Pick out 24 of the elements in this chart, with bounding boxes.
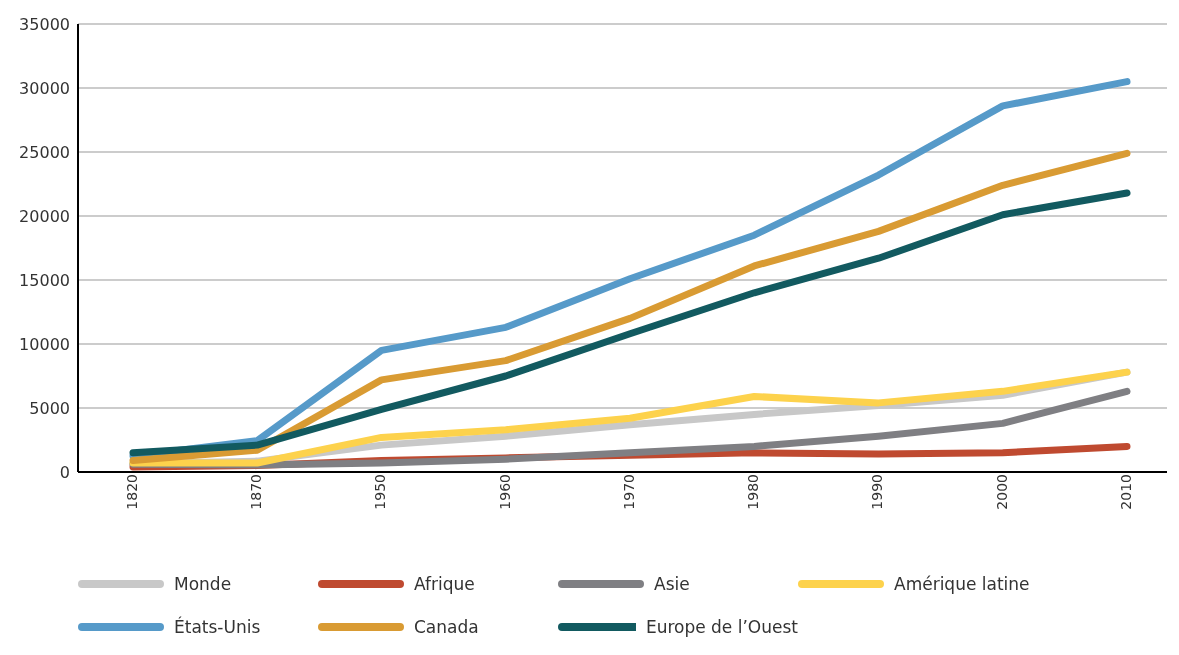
y-tick-label: 20000 [19, 206, 70, 226]
y-tick-label: 10000 [19, 334, 70, 354]
x-tick-label: 1990 [869, 474, 886, 510]
legend-label: États-Unis [174, 616, 261, 637]
legend-label: Asie [654, 573, 690, 594]
y-tick-label: 5000 [29, 398, 70, 418]
y-tick-label: 30000 [19, 78, 70, 98]
y-tick-label: 35000 [19, 14, 70, 34]
x-tick-label: 1970 [620, 474, 637, 510]
y-tick-label: 25000 [19, 142, 70, 162]
legend-label: Monde [174, 573, 232, 594]
x-tick-label: 2000 [993, 474, 1010, 510]
x-tick-label: 1950 [372, 474, 389, 510]
x-tick-label: 1820 [123, 474, 140, 510]
y-tick-label: 0 [59, 462, 70, 482]
legend-label: Europe de l’Ouest [645, 616, 798, 637]
x-tick-label: 2010 [1117, 474, 1134, 510]
y-tick-label: 15000 [19, 270, 70, 290]
x-tick-label: 1960 [496, 474, 513, 510]
legend-label: Amérique latine [894, 573, 1030, 594]
x-tick-label: 1870 [248, 474, 265, 510]
legend-label: Afrique [414, 573, 475, 594]
legend-label: Canada [414, 616, 479, 637]
x-tick-label: 1980 [745, 474, 762, 510]
